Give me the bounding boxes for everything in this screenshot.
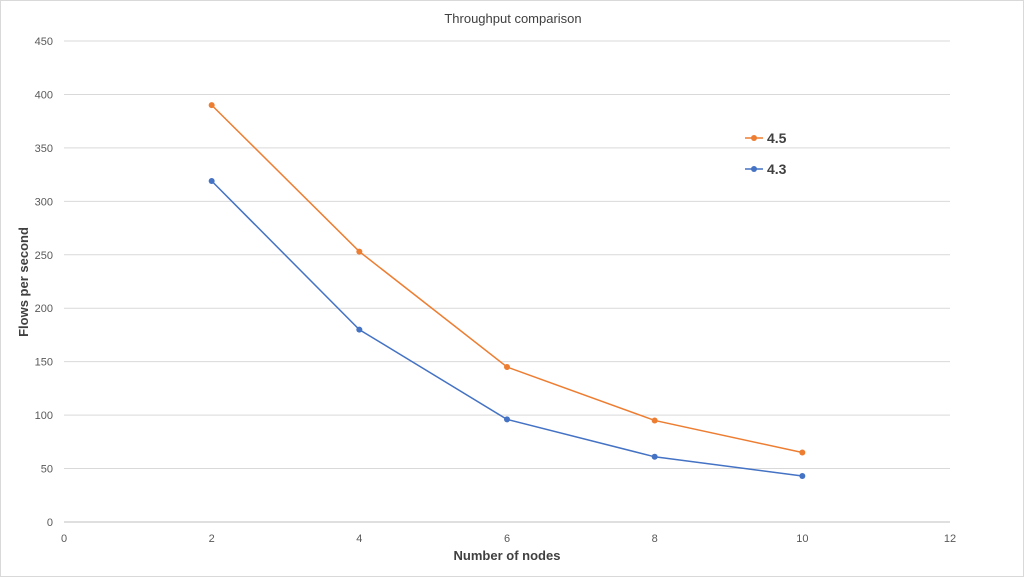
y-axis-ticks: 0 50 100 150 200 250 300 350 400 450 (35, 36, 53, 529)
series-points (208, 102, 806, 480)
chart-title: Throughput comparison (444, 11, 581, 26)
legend: 4.5 4.3 (745, 130, 787, 177)
data-point (356, 248, 363, 255)
y-tick-label: 50 (41, 464, 53, 476)
x-tick-label: 2 (209, 533, 215, 545)
legend-swatch-marker (751, 135, 757, 141)
y-axis-title: Flows per second (16, 227, 31, 337)
data-point (651, 417, 658, 424)
data-point (356, 326, 363, 333)
legend-swatch-marker (751, 166, 757, 172)
data-point (208, 178, 215, 185)
legend-label: 4.5 (767, 130, 787, 146)
y-tick-label: 250 (35, 250, 53, 262)
x-tick-label: 12 (944, 533, 956, 545)
x-tick-label: 8 (652, 533, 658, 545)
x-tick-label: 4 (356, 533, 362, 545)
y-tick-label: 300 (35, 196, 53, 208)
series-line-4-5 (211, 104, 803, 454)
y-tick-label: 150 (35, 357, 53, 369)
legend-label: 4.3 (767, 161, 787, 177)
y-tick-label: 200 (35, 303, 53, 315)
x-tick-label: 0 (61, 533, 67, 545)
y-tick-label: 100 (35, 410, 53, 422)
data-point (651, 453, 658, 460)
y-tick-label: 0 (47, 517, 53, 529)
data-point (504, 364, 510, 371)
series-line-4-3 (211, 180, 803, 477)
x-axis-ticks: 0 2 4 6 8 10 12 (61, 533, 956, 545)
x-tick-label: 6 (504, 533, 510, 545)
y-tick-label: 450 (35, 36, 53, 48)
y-tick-label: 400 (35, 89, 53, 101)
y-tick-label: 350 (35, 143, 53, 155)
data-point (504, 416, 510, 423)
data-point (208, 102, 215, 109)
gridlines (64, 40, 950, 470)
data-point (799, 449, 806, 456)
x-tick-label: 10 (796, 533, 808, 545)
x-axis-title: Number of nodes (454, 548, 561, 563)
data-point (799, 473, 806, 480)
